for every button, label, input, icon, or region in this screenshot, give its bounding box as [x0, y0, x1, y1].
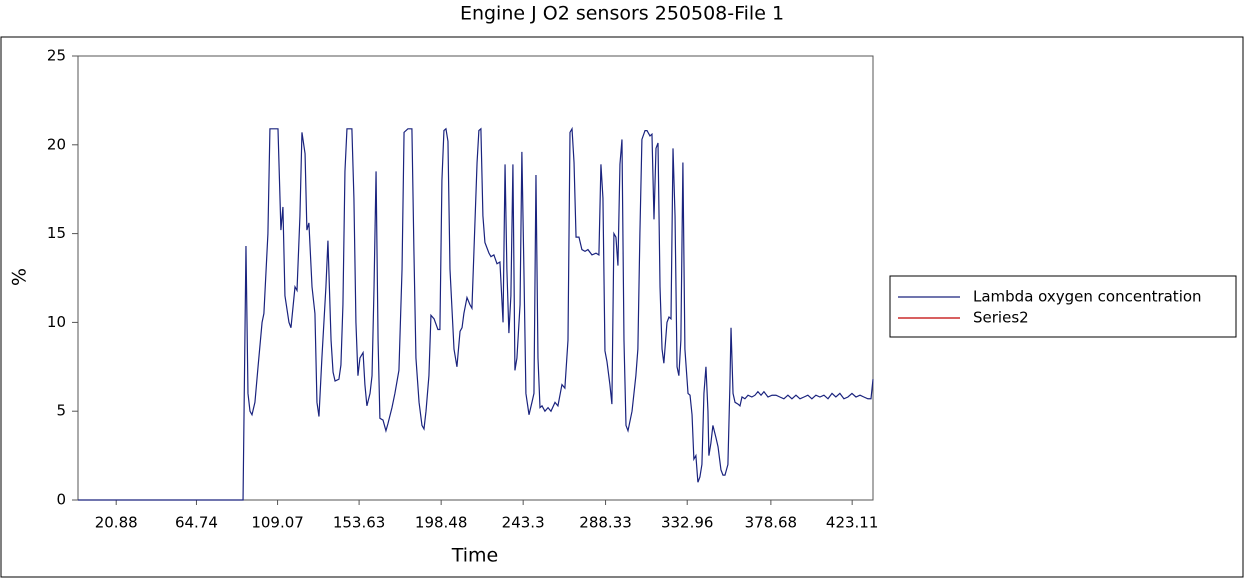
data-line [78, 126, 874, 501]
legend-label: Lambda oxygen concentration [973, 288, 1202, 306]
x-tick-label: 243.3 [502, 514, 545, 532]
y-tick-label: 5 [56, 402, 66, 420]
x-tick-label: 64.74 [175, 514, 218, 532]
y-tick-label: 0 [56, 491, 66, 509]
x-tick-label: 198.48 [415, 514, 468, 532]
legend-box [889, 275, 1237, 338]
x-tick-label: 20.88 [95, 514, 138, 532]
x-tick-label: 153.63 [333, 514, 386, 532]
x-tick-label: 423.11 [826, 514, 879, 532]
x-axis-title: Time [451, 545, 499, 567]
x-tick-label: 288.33 [579, 514, 632, 532]
x-tick-label: 332.96 [661, 514, 714, 532]
y-axis-title: % [9, 268, 31, 286]
chart-frame [0, 36, 1244, 578]
y-tick-label: 15 [47, 224, 66, 242]
y-tick-label: 25 [47, 47, 66, 65]
plot-frame [77, 55, 874, 501]
legend-label: Series2 [973, 309, 1029, 327]
x-tick-label: 378.68 [745, 514, 798, 532]
x-tick-label: 109.07 [251, 514, 304, 532]
y-tick-label: 20 [47, 135, 66, 153]
y-tick-label: 10 [47, 313, 66, 331]
chart-title: Engine J O2 sensors 250508-File 1 [460, 3, 784, 25]
